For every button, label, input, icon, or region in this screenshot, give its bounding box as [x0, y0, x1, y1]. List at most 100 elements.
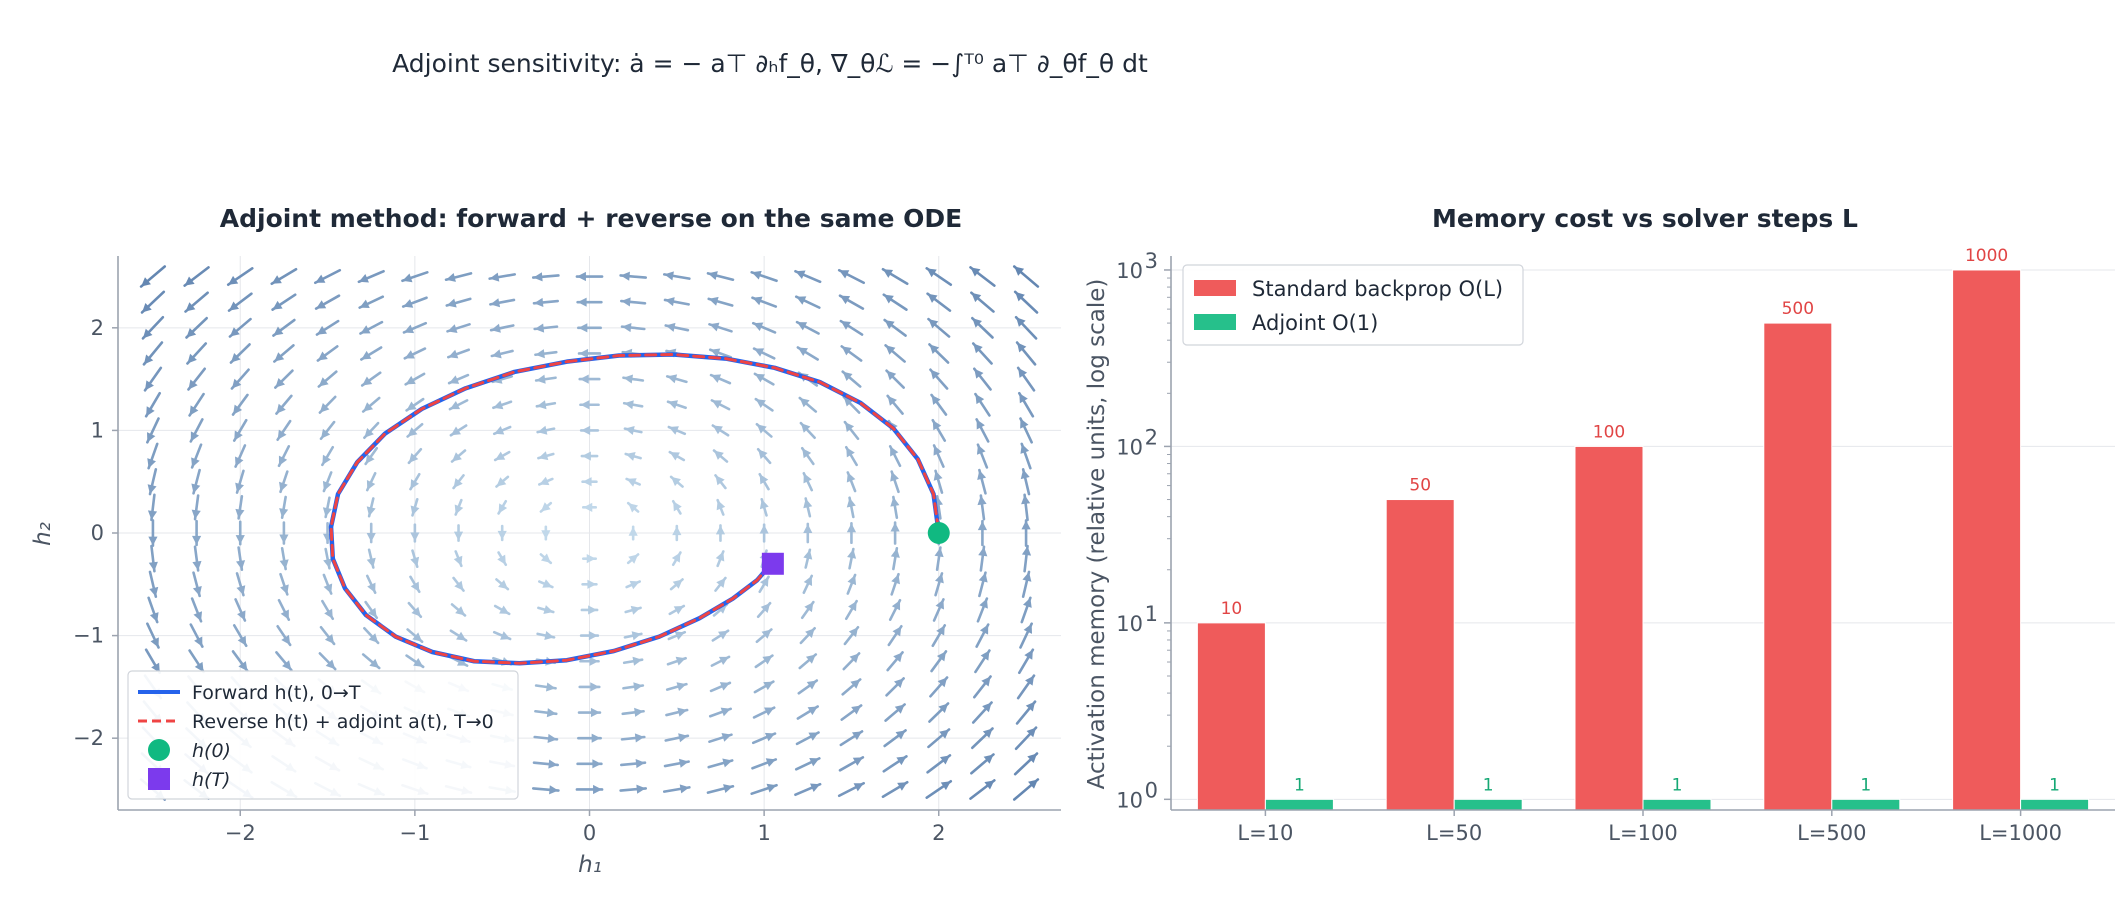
- bar-adjoint: [1264, 798, 1334, 811]
- reverse-trajectory: [329, 352, 941, 665]
- field-arrow-head: [456, 657, 468, 666]
- left-y-tick-label: 1: [91, 418, 104, 442]
- field-arrow-head: [272, 300, 283, 310]
- field-arrow-head: [797, 322, 808, 331]
- field-arrow-head: [193, 611, 203, 622]
- field-arrow-head: [537, 425, 548, 435]
- field-arrow-head: [191, 483, 201, 494]
- field-arrow-head: [360, 325, 371, 334]
- field-arrow-head: [939, 755, 950, 765]
- field-arrow-head: [1014, 266, 1025, 276]
- field-arrow-head: [979, 624, 989, 635]
- legend-reverse-label: Reverse h(t) + adjoint a(t), T→0: [192, 711, 494, 733]
- field-arrow-head: [186, 327, 197, 338]
- left-x-tick-label: 1: [757, 821, 770, 845]
- field-arrow-head: [233, 404, 243, 415]
- field-arrow-head: [938, 703, 949, 714]
- field-arrow-head: [933, 445, 942, 456]
- field-arrow-head: [892, 626, 902, 637]
- field-arrow-head: [805, 654, 816, 664]
- right-y-tick-label: 10: [1116, 259, 1143, 283]
- field-arrow-head: [1021, 546, 1032, 556]
- field-arrow-head: [671, 476, 681, 487]
- field-arrow-head: [498, 503, 508, 514]
- field-arrow-head: [366, 533, 376, 543]
- field-arrow-head: [852, 757, 863, 766]
- field-arrow-head: [189, 405, 199, 416]
- field-arrow-head: [668, 426, 679, 435]
- field-arrow-head: [591, 733, 601, 743]
- legend-adjoint-swatch: [1194, 314, 1236, 330]
- field-arrow-head: [711, 374, 722, 383]
- right-y-tick-label: 10: [1116, 788, 1143, 812]
- field-arrow-head: [886, 370, 897, 381]
- legend-backprop-label: Standard backprop O(L): [1252, 277, 1503, 301]
- field-arrow-head: [141, 277, 151, 287]
- field-arrow-head: [498, 579, 508, 590]
- right-legend-box: [1182, 264, 1524, 346]
- field-arrow-head: [149, 586, 159, 597]
- legend-h0-label: h(0): [192, 740, 231, 762]
- field-arrow-head: [928, 319, 939, 329]
- field-arrow-head: [366, 506, 376, 517]
- field-arrow-head: [542, 579, 553, 588]
- field-arrow-head: [976, 444, 986, 455]
- field-arrow-head: [934, 547, 944, 558]
- field-arrow-head: [1019, 393, 1028, 404]
- field-arrow-head: [625, 451, 636, 461]
- field-arrow-head: [147, 458, 156, 469]
- bar-label-backprop: 10: [1221, 599, 1243, 619]
- field-arrow-head: [1016, 317, 1026, 327]
- field-arrow-head: [939, 729, 950, 739]
- right-x-tick-label: L=10: [1237, 821, 1293, 845]
- field-arrow-head: [976, 419, 985, 430]
- field-arrow-head: [235, 508, 245, 519]
- field-arrow-head: [358, 274, 369, 283]
- field-arrow-head: [972, 318, 982, 328]
- field-arrow-head: [630, 605, 641, 615]
- field-arrow-head: [1018, 367, 1028, 378]
- field-arrow-head: [975, 394, 985, 405]
- field-arrow-head: [844, 422, 855, 432]
- field-arrow-head: [806, 680, 817, 690]
- left-legend-box: [127, 670, 519, 800]
- field-arrow-head: [755, 399, 766, 408]
- field-arrow-head: [228, 275, 239, 285]
- right-x-tick-label: L=50: [1426, 821, 1482, 845]
- field-arrow-head: [143, 354, 154, 365]
- field-arrow-head: [533, 297, 544, 308]
- field-arrow-head: [849, 653, 860, 664]
- field-arrow-head: [449, 400, 461, 410]
- field-arrow-head: [231, 378, 242, 389]
- field-arrow-head: [271, 275, 282, 284]
- field-arrow-head: [973, 343, 983, 354]
- right-chart-title: Memory cost vs solver steps L: [1432, 204, 1858, 233]
- field-arrow-head: [890, 548, 900, 558]
- field-arrow-head: [534, 323, 545, 333]
- field-arrow-head: [412, 632, 423, 642]
- field-arrow-head: [628, 554, 639, 564]
- field-arrow-head: [761, 629, 772, 639]
- marker-hT: [761, 552, 784, 575]
- field-arrow-head: [150, 637, 159, 648]
- field-arrow-head: [454, 580, 464, 591]
- field-arrow-head: [674, 631, 685, 640]
- bar-label-adjoint: 1: [1860, 775, 1871, 795]
- field-arrow-head: [883, 294, 894, 304]
- field-arrow-head: [665, 297, 675, 307]
- right-y-tick-exponent: 3: [1145, 249, 1158, 273]
- field-arrow-head: [359, 299, 370, 308]
- field-arrow-head: [366, 480, 376, 491]
- field-arrow-head: [453, 555, 463, 566]
- field-arrow-head: [679, 784, 690, 794]
- bar-adjoint: [1642, 798, 1712, 811]
- field-arrow-head: [897, 782, 908, 791]
- field-arrow-head: [365, 453, 375, 464]
- field-arrow-head: [841, 346, 852, 356]
- field-arrow-head: [315, 274, 326, 283]
- field-arrow-head: [581, 425, 591, 436]
- field-arrow-head: [629, 580, 640, 590]
- legend-hT-swatch: [148, 768, 170, 790]
- right-y-tick-label: 10: [1116, 612, 1143, 636]
- field-arrow-head: [718, 630, 729, 640]
